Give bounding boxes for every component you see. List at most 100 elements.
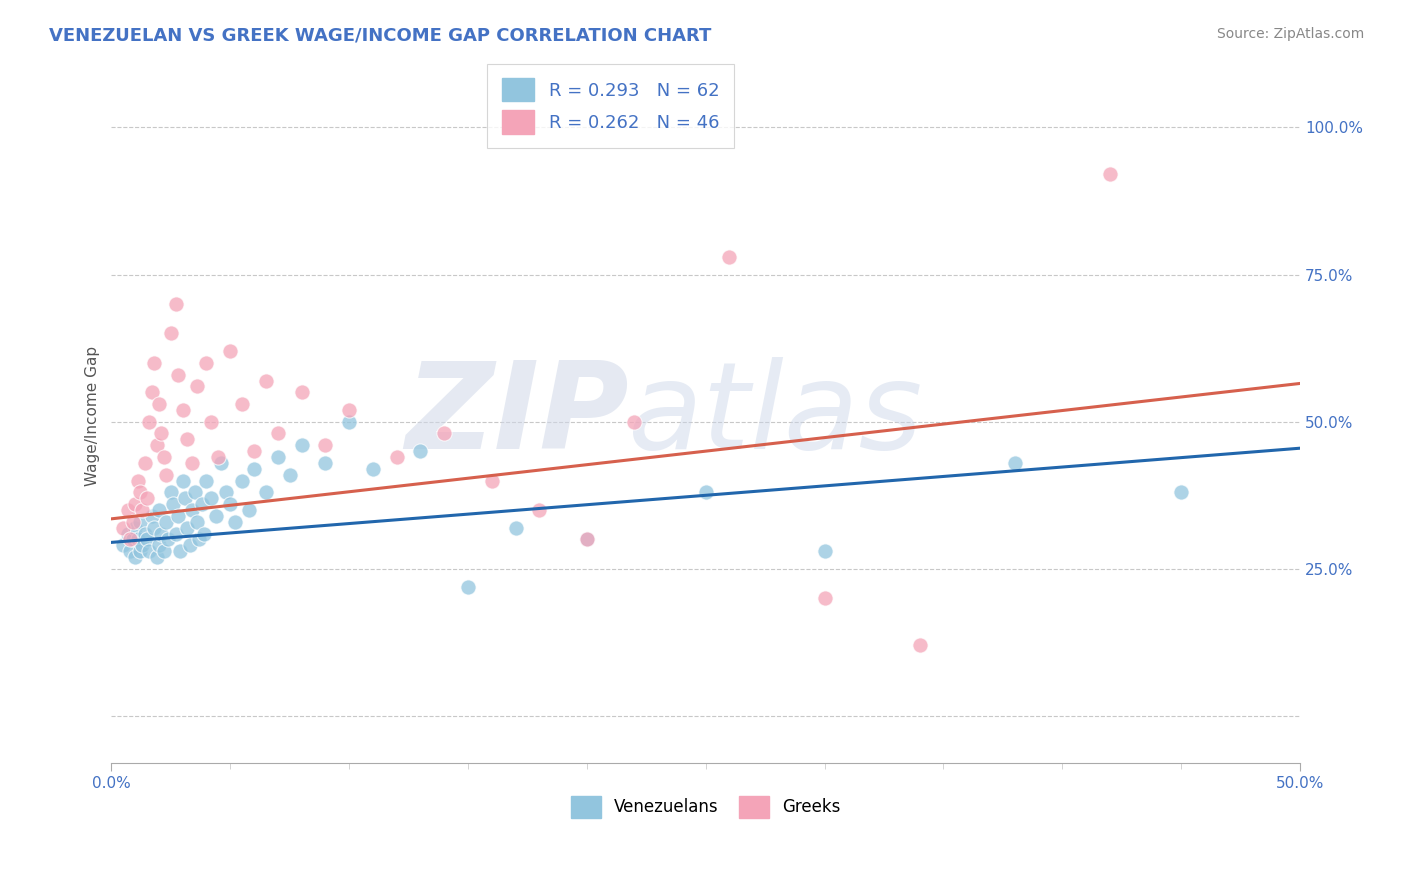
Point — [117, 526, 139, 541]
Point — [169, 544, 191, 558]
Point — [145, 438, 167, 452]
Point — [155, 467, 177, 482]
Point — [134, 456, 156, 470]
Point — [143, 521, 166, 535]
Point — [224, 515, 246, 529]
Point — [314, 456, 336, 470]
Point — [160, 485, 183, 500]
Point — [207, 450, 229, 464]
Point — [143, 356, 166, 370]
Point — [205, 508, 228, 523]
Point — [186, 379, 208, 393]
Point — [529, 503, 551, 517]
Point — [181, 456, 204, 470]
Point — [141, 508, 163, 523]
Point — [167, 508, 190, 523]
Point — [337, 403, 360, 417]
Point — [150, 426, 173, 441]
Point — [167, 368, 190, 382]
Point — [148, 397, 170, 411]
Point — [231, 474, 253, 488]
Point — [575, 533, 598, 547]
Point — [575, 533, 598, 547]
Point — [195, 356, 218, 370]
Point — [243, 462, 266, 476]
Point — [172, 474, 194, 488]
Point — [165, 526, 187, 541]
Point — [1170, 485, 1192, 500]
Text: atlas: atlas — [628, 358, 924, 475]
Point — [278, 467, 301, 482]
Point — [174, 491, 197, 506]
Point — [138, 415, 160, 429]
Point — [179, 538, 201, 552]
Point — [361, 462, 384, 476]
Point — [129, 515, 152, 529]
Point — [176, 521, 198, 535]
Point — [200, 415, 222, 429]
Point — [267, 426, 290, 441]
Y-axis label: Wage/Income Gap: Wage/Income Gap — [86, 346, 100, 486]
Point — [148, 503, 170, 517]
Point — [409, 444, 432, 458]
Point — [141, 385, 163, 400]
Point — [129, 485, 152, 500]
Point — [214, 485, 236, 500]
Point — [813, 591, 835, 606]
Point — [181, 503, 204, 517]
Point — [176, 433, 198, 447]
Point — [124, 521, 146, 535]
Point — [505, 521, 527, 535]
Point — [267, 450, 290, 464]
Point — [291, 385, 314, 400]
Point — [157, 533, 180, 547]
Point — [155, 515, 177, 529]
Point — [136, 533, 159, 547]
Point — [193, 526, 215, 541]
Point — [457, 580, 479, 594]
Point — [172, 403, 194, 417]
Legend: Venezuelans, Greeks: Venezuelans, Greeks — [564, 789, 848, 824]
Point — [337, 415, 360, 429]
Point — [481, 474, 503, 488]
Point — [152, 544, 174, 558]
Point — [183, 485, 205, 500]
Point — [121, 515, 143, 529]
Point — [138, 544, 160, 558]
Point — [813, 544, 835, 558]
Point — [188, 533, 211, 547]
Point — [131, 538, 153, 552]
Point — [254, 485, 277, 500]
Point — [136, 491, 159, 506]
Point — [186, 515, 208, 529]
Point — [127, 533, 149, 547]
Point — [314, 438, 336, 452]
Point — [219, 497, 242, 511]
Point — [127, 474, 149, 488]
Point — [1004, 456, 1026, 470]
Point — [120, 533, 142, 547]
Point — [231, 397, 253, 411]
Point — [120, 544, 142, 558]
Point — [243, 444, 266, 458]
Point — [129, 544, 152, 558]
Point — [190, 497, 212, 511]
Point — [131, 503, 153, 517]
Text: Source: ZipAtlas.com: Source: ZipAtlas.com — [1216, 27, 1364, 41]
Point — [385, 450, 408, 464]
Point — [152, 450, 174, 464]
Point — [121, 533, 143, 547]
Point — [124, 497, 146, 511]
Point — [254, 374, 277, 388]
Point — [162, 497, 184, 511]
Point — [623, 415, 645, 429]
Point — [112, 521, 135, 535]
Point — [117, 503, 139, 517]
Point — [200, 491, 222, 506]
Point — [433, 426, 456, 441]
Point — [1098, 168, 1121, 182]
Point — [908, 639, 931, 653]
Point — [165, 297, 187, 311]
Point — [160, 326, 183, 341]
Point — [238, 503, 260, 517]
